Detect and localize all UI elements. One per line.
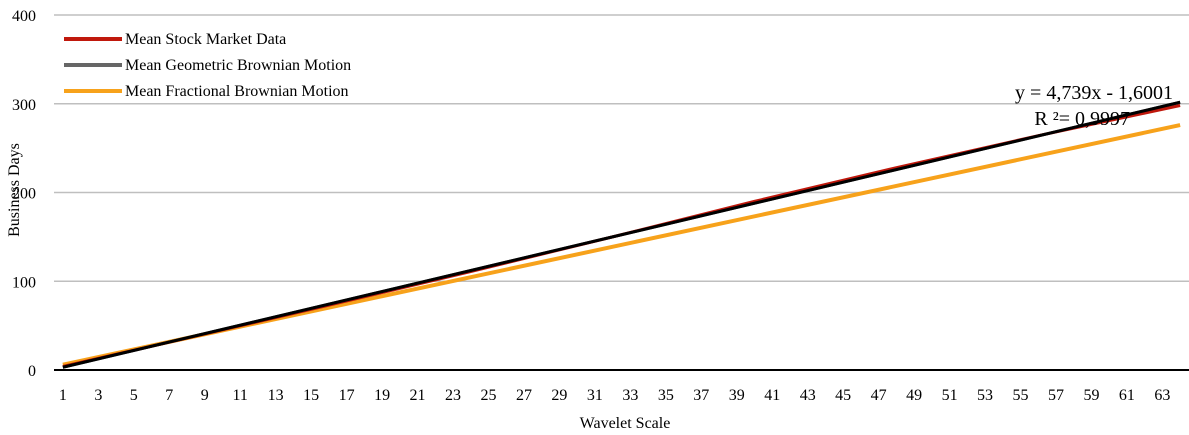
x-tick-label: 45: [835, 387, 851, 404]
x-tick-label: 55: [1013, 387, 1029, 404]
x-tick-label: 19: [374, 387, 390, 404]
x-tick-label: 29: [551, 387, 567, 404]
legend-label: Mean Stock Market Data: [125, 31, 286, 48]
x-tick-label: 37: [693, 387, 709, 404]
x-tick-label: 3: [94, 387, 102, 404]
trendline-equation: y = 4,739x - 1,6001: [1015, 82, 1173, 104]
y-axis-title: Business Days: [6, 143, 23, 237]
gridlines: [54, 14, 1189, 282]
legend-label: Mean Fractional Brownian Motion: [125, 83, 349, 100]
x-tick-label: 17: [339, 387, 355, 404]
x-tick-label: 59: [1083, 387, 1099, 404]
y-tick-label: 100: [12, 274, 36, 291]
x-tick-label: 51: [942, 387, 958, 404]
x-tick-labels: 1 3 5 7 9 11 13 15 17 19 21 23 25 27 29 31 33 35 37 39 41 43 4…: [59, 387, 1171, 404]
x-tick-label: 13: [268, 387, 284, 404]
x-tick-label: 39: [729, 387, 745, 404]
x-tick-label: 57: [1048, 387, 1064, 404]
x-tick-label: 25: [480, 387, 496, 404]
x-tick-label: 31: [587, 387, 603, 404]
x-tick-label: 49: [906, 387, 922, 404]
x-tick-label: 47: [871, 387, 887, 404]
x-tick-label: 63: [1154, 387, 1170, 404]
trendline-r-squared: R ²= 0,9997: [1034, 108, 1130, 130]
x-tick-label: 11: [233, 387, 248, 404]
x-tick-label: 1: [59, 387, 67, 404]
x-tick-label: 43: [800, 387, 816, 404]
x-tick-label: 35: [658, 387, 674, 404]
x-tick-label: 9: [201, 387, 209, 404]
x-axis-title: Wavelet Scale: [580, 415, 671, 432]
y-tick-labels: 0 100 200 300 400: [12, 8, 36, 380]
y-tick-label: 300: [12, 97, 36, 114]
x-tick-label: 15: [303, 387, 319, 404]
x-tick-label: 5: [130, 387, 138, 404]
y-tick-label: 400: [12, 8, 36, 25]
legend-label: Mean Geometric Brownian Motion: [125, 57, 351, 74]
y-tick-label: 200: [12, 186, 36, 203]
x-tick-label: 21: [410, 387, 426, 404]
x-tick-label: 53: [977, 387, 993, 404]
series-lines: [62, 100, 1181, 369]
x-tick-label: 27: [516, 387, 532, 404]
x-tick-label: 41: [764, 387, 780, 404]
trendline: [62, 100, 1181, 369]
x-tick-label: 33: [622, 387, 638, 404]
legend: Mean Stock Market Data Mean Geometric Bro…: [64, 31, 351, 100]
x-tick-label: 7: [165, 387, 173, 404]
x-tick-label: 23: [445, 387, 461, 404]
x-tick-label: 61: [1119, 387, 1135, 404]
y-tick-label: 0: [28, 363, 36, 380]
